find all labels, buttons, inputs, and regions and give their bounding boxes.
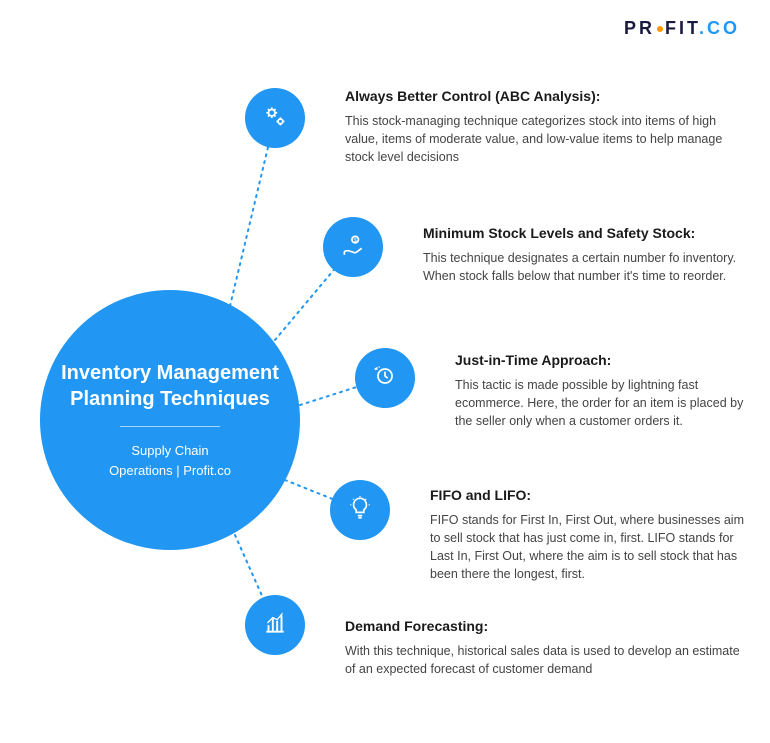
- logo-part2: FIT: [665, 18, 699, 38]
- bulb-icon: [347, 495, 373, 526]
- svg-text:$: $: [354, 237, 357, 243]
- central-circle: Inventory Management Planning Techniques…: [40, 290, 300, 550]
- central-subtitle: Supply Chain Operations | Profit.co: [109, 441, 231, 480]
- node-abc: [245, 88, 305, 148]
- item-desc-fifo-lifo: FIFO stands for First In, First Out, whe…: [430, 511, 750, 584]
- item-title-demand: Demand Forecasting:: [345, 618, 745, 634]
- item-fifo-lifo: FIFO and LIFO: FIFO stands for First In, …: [430, 487, 750, 584]
- item-desc-jit: This tactic is made possible by lightnin…: [455, 376, 745, 430]
- item-title-jit: Just-in-Time Approach:: [455, 352, 745, 368]
- item-abc: Always Better Control (ABC Analysis): Thi…: [345, 88, 735, 166]
- central-title: Inventory Management Planning Techniques: [60, 360, 280, 412]
- item-min-stock: Minimum Stock Levels and Safety Stock: Th…: [423, 225, 743, 285]
- brand-logo: PR FIT.CO: [624, 18, 740, 39]
- logo-part3: .CO: [699, 18, 740, 38]
- node-min-stock: $: [323, 217, 383, 277]
- item-desc-min-stock: This technique designates a certain numb…: [423, 249, 743, 285]
- item-title-min-stock: Minimum Stock Levels and Safety Stock:: [423, 225, 743, 241]
- item-demand: Demand Forecasting: With this technique, …: [345, 618, 745, 678]
- item-desc-abc: This stock-managing technique categorize…: [345, 112, 735, 166]
- node-fifo-lifo: [330, 480, 390, 540]
- hand-coin-icon: $: [340, 232, 366, 263]
- item-jit: Just-in-Time Approach: This tactic is mad…: [455, 352, 745, 430]
- central-subtitle-line2: Operations | Profit.co: [109, 461, 231, 481]
- clock-arrow-icon: [372, 363, 398, 394]
- item-desc-demand: With this technique, historical sales da…: [345, 642, 745, 678]
- node-demand: [245, 595, 305, 655]
- item-title-fifo-lifo: FIFO and LIFO:: [430, 487, 750, 503]
- gears-icon: [262, 103, 288, 134]
- central-divider: [120, 426, 220, 427]
- logo-dot-icon: [657, 26, 663, 32]
- central-subtitle-line1: Supply Chain: [109, 441, 231, 461]
- bars-icon: [262, 610, 288, 641]
- item-title-abc: Always Better Control (ABC Analysis):: [345, 88, 735, 104]
- logo-part1: PR: [624, 18, 655, 38]
- node-jit: [355, 348, 415, 408]
